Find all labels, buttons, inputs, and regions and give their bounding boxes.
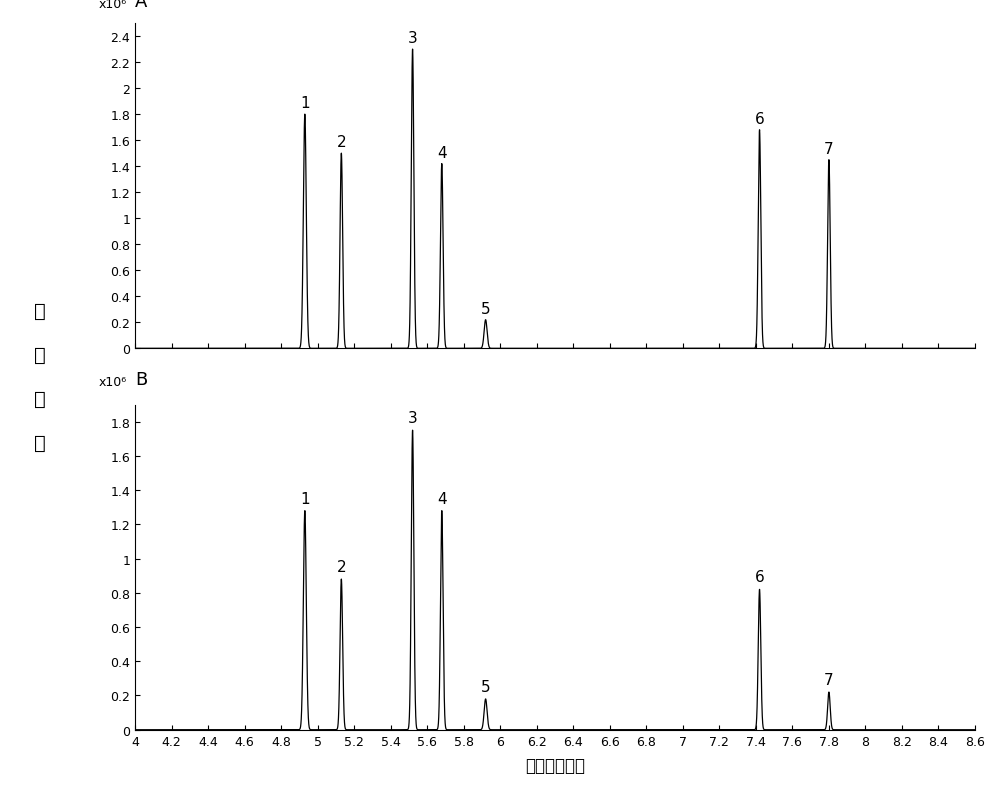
Text: 4: 4: [437, 491, 447, 506]
Text: 相: 相: [34, 302, 46, 320]
Text: 1: 1: [300, 96, 310, 111]
Text: 4: 4: [437, 145, 447, 160]
Text: B: B: [135, 371, 147, 389]
X-axis label: 时间（分钟）: 时间（分钟）: [525, 756, 585, 774]
Text: 1: 1: [300, 491, 310, 506]
Text: 6: 6: [755, 569, 764, 585]
Text: 7: 7: [824, 142, 834, 156]
Text: 3: 3: [408, 31, 417, 47]
Text: 2: 2: [337, 559, 346, 574]
Text: 5: 5: [481, 302, 490, 317]
Text: 6: 6: [755, 111, 764, 127]
Text: x10⁶: x10⁶: [98, 0, 127, 11]
Text: 5: 5: [481, 679, 490, 694]
Text: 丰: 丰: [34, 390, 46, 408]
Text: 3: 3: [408, 411, 417, 426]
Text: 7: 7: [824, 672, 834, 687]
Text: A: A: [135, 0, 147, 11]
Text: 2: 2: [337, 135, 346, 150]
Text: 度: 度: [34, 434, 46, 452]
Text: 对: 对: [34, 346, 46, 364]
Text: x10⁶: x10⁶: [98, 376, 127, 389]
